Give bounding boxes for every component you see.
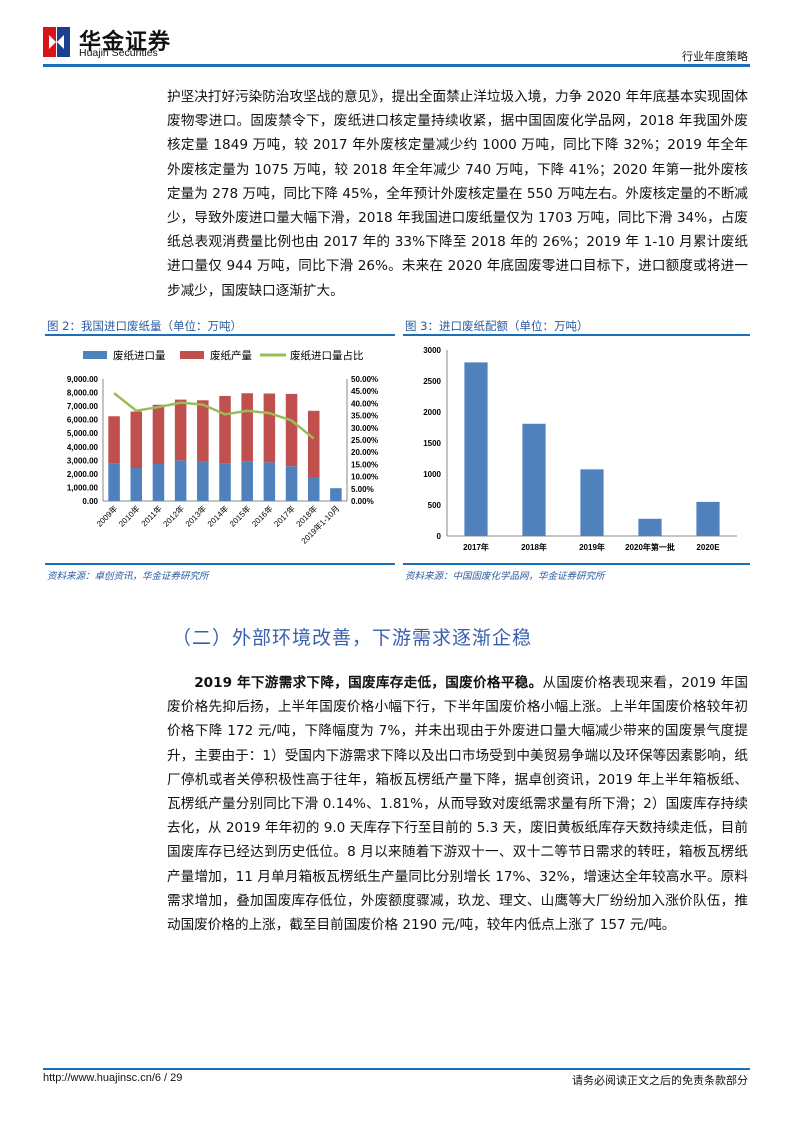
bar-production [130, 411, 143, 469]
y-tick-label: 2500 [423, 377, 441, 386]
y2-tick-label: 0.00% [351, 497, 374, 506]
bar-import [197, 461, 209, 501]
y2-tick-label: 45.00% [351, 387, 378, 396]
imported-wastepaper-chart: 废纸进口量 废纸产量 废纸进口量占比 0.00 1,000.00 2,000.00 3,00… [67, 349, 378, 546]
y-tick-label: 5,000.00 [67, 429, 99, 438]
figure-2-rule [45, 334, 395, 336]
y-tick-label: 2000 [423, 408, 441, 417]
x-tick-label: 2014年 [205, 503, 230, 528]
x-tick-label: 2017年 [463, 542, 489, 552]
y-tick-label: 8,000.00 [67, 389, 99, 398]
logo-chinese-name: 华金证券 [79, 30, 172, 55]
footer-url-page: http://www.huajinsc.cn/6 / 29 [43, 1072, 183, 1084]
y-tick-label: 3,000.00 [67, 456, 99, 465]
y2-tick-label: 25.00% [351, 436, 378, 445]
y2-tick-label: 20.00% [351, 448, 378, 457]
y2-tick-label: 35.00% [351, 412, 378, 421]
x-tick-label: 2013年 [183, 503, 208, 528]
y-tick-label: 6,000.00 [67, 416, 99, 425]
bar-production [241, 393, 253, 462]
x-tick-label: 2017年 [272, 503, 297, 528]
y2-tick-label: 30.00% [351, 424, 378, 433]
x-tick-label: 2015年 [227, 503, 252, 528]
bar-quota [638, 518, 662, 536]
figure-2-title: 图 2：我国进口废纸量（单位：万吨） [47, 319, 242, 333]
bar-production [197, 400, 209, 462]
x-tick-label: 2019年 [579, 542, 605, 552]
bar-production [152, 404, 165, 464]
y2-tick-label: 50.00% [351, 375, 378, 384]
y-tick-label: 7,000.00 [67, 402, 99, 411]
y-tick-label: 4,000.00 [67, 443, 99, 452]
logo-english-name: Huajin Securities [79, 47, 158, 59]
bar-production [307, 410, 320, 478]
legend-label: 废纸进口量 [113, 349, 166, 362]
paragraph-lead: 2019 年下游需求下降，国废库存走低，国废价格平稳。 [194, 675, 543, 691]
bar-import [152, 463, 165, 501]
bar-production [219, 395, 231, 464]
y-tick-label: 0 [437, 532, 442, 541]
body-paragraph-2: 2019 年下游需求下降，国废库存走低，国废价格平稳。从国废价格表现来看，201… [167, 671, 748, 937]
y-tick-label: 1000 [423, 470, 441, 479]
legend-label: 废纸进口量占比 [290, 349, 364, 362]
bar-production [174, 399, 187, 461]
bar-import [307, 477, 320, 501]
x-tick-label: 2020E [696, 543, 720, 552]
figure-2-source: 资料来源：卓创资讯，华金证券研究所 [47, 571, 209, 582]
footer-disclaimer: 请务必阅读正文之后的免责条款部分 [572, 1074, 748, 1087]
bar-import [241, 461, 253, 501]
x-tick-label: 2018年 [521, 542, 547, 552]
bar-quota [580, 469, 604, 536]
figure-3-source-rule [403, 563, 750, 565]
bar-import [219, 463, 231, 501]
y-tick-label: 500 [428, 501, 442, 510]
bar-production [285, 393, 298, 467]
header-divider [43, 64, 750, 67]
figure-3-title: 图 3：进口废纸配额（单位：万吨） [405, 319, 589, 333]
huajin-logo-icon [43, 27, 70, 57]
x-tick-label: 2011年 [139, 503, 164, 528]
bar-import [285, 466, 298, 501]
bar-import [108, 463, 120, 501]
bar-import [174, 460, 187, 501]
x-tick-label: 2020年第一批 [625, 542, 675, 552]
footer-divider [43, 1068, 750, 1070]
y2-tick-label: 40.00% [351, 399, 378, 408]
bar-production [263, 393, 276, 463]
document-type: 行业年度策略 [682, 50, 748, 63]
body-paragraph-1: 护坚决打好污染防治攻坚战的意见》，提出全面禁止洋垃圾入境，力争 2020 年年底… [167, 89, 748, 299]
x-tick-label: 2016年 [249, 503, 274, 528]
figure-3-source: 资料来源：中国固废化学品网，华金证券研究所 [405, 571, 605, 582]
bar-import [330, 488, 342, 501]
y-tick-label: 0.00 [82, 497, 98, 506]
y2-tick-label: 15.00% [351, 460, 378, 469]
bar-import [263, 462, 276, 501]
x-tick-label: 2012年 [161, 503, 186, 528]
bar-import [130, 468, 143, 501]
x-tick-label: 2009年 [94, 503, 119, 528]
line-import-share [113, 392, 315, 440]
legend-swatch [83, 351, 107, 359]
bar-production [108, 416, 120, 464]
y-tick-label: 1,000.00 [67, 483, 99, 492]
y2-tick-label: 10.00% [351, 473, 378, 482]
figure-2-source-rule [45, 563, 395, 565]
bar-quota [464, 362, 488, 536]
y-tick-label: 3000 [423, 346, 441, 355]
legend-swatch [180, 351, 204, 359]
legend-label: 废纸产量 [210, 349, 252, 362]
bar-quota [696, 501, 720, 536]
y-tick-label: 1500 [423, 439, 441, 448]
x-tick-label: 2010年 [116, 503, 141, 528]
section-heading: （二）外部环境改善，下游需求逐渐企稳 [172, 627, 533, 649]
bar-quota [522, 423, 546, 536]
y-tick-label: 2,000.00 [67, 470, 99, 479]
paragraph-body: 从国废价格表现来看，2019 年国废价格先抑后扬，上半年国废价格小幅下行，下半年… [167, 675, 748, 934]
figure-3-rule [403, 334, 750, 336]
y-tick-label: 9,000.00 [67, 375, 99, 384]
y2-tick-label: 5.00% [351, 485, 374, 494]
import-quota-chart: 0 500 1000 1500 2000 2500 3000 2017年 2018年 2019年 2… [423, 346, 737, 552]
x-tick-label: 2019年1-10月 [299, 503, 341, 545]
